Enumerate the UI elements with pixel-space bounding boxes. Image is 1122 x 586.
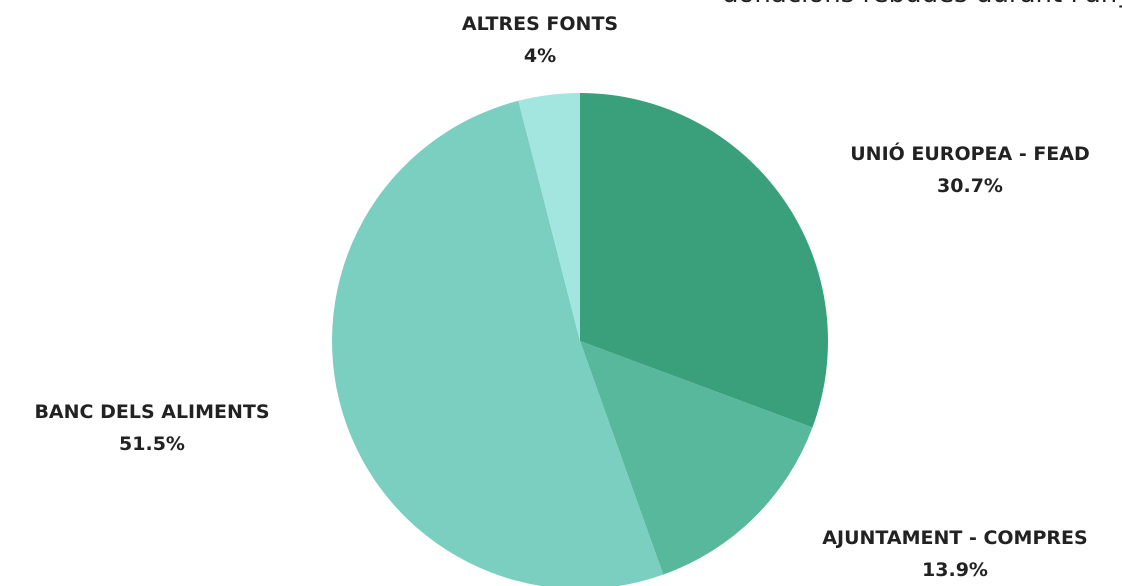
pie-slice (518, 93, 580, 341)
pie-slice (580, 93, 828, 428)
slice-label: UNIÓ EUROPEA - FEAD (850, 141, 1090, 165)
slice-label: ALTRES FONTS (462, 13, 618, 35)
slice-value: 51.5% (119, 433, 185, 455)
slice-value: 4% (524, 45, 556, 67)
pie-slice (580, 341, 813, 575)
slice-label: AJUNTAMENT - COMPRES (822, 527, 1087, 549)
slice-value: 30.7% (937, 175, 1003, 197)
slice-label: BANC DELS ALIMENTS (34, 401, 269, 423)
slice-value: 13.9% (922, 559, 988, 581)
annotation: donacions rebudes durant l'any: (722, 0, 1122, 11)
pie-slice (332, 100, 664, 586)
